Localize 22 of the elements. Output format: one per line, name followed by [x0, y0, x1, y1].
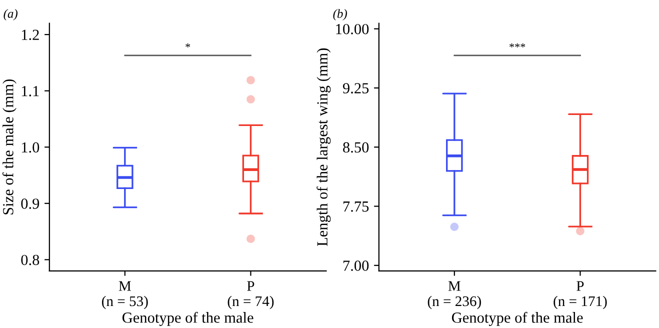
annotation: ***	[510, 43, 526, 48]
annotation: *	[186, 43, 190, 48]
y-tick-label: 8.50	[343, 142, 369, 153]
x-tick-label: M (n = 236)	[428, 281, 481, 310]
x-tick-label: P (n = 74)	[228, 281, 274, 310]
y-axis-title: Size of the male (mm)	[2, 79, 16, 214]
y-tick-label: 1.0	[22, 142, 40, 153]
y-tick-label: 1.1	[22, 86, 39, 96]
chart-title: (a)	[4, 9, 18, 20]
x-tick-label: M (n = 53)	[102, 281, 148, 310]
x-tick-label: P (n = 171)	[554, 281, 607, 310]
y-tick-label: 9.25	[342, 83, 369, 94]
y-tick-label: 0.8	[21, 254, 40, 266]
y-tick-label: 7.00	[343, 260, 369, 271]
y-tick-label: 0.9	[21, 198, 40, 209]
y-tick-label: 10.00	[336, 24, 369, 34]
x-axis-title: Genotype of the male	[122, 312, 254, 326]
x-axis-title: Genotype of the male	[452, 312, 583, 326]
y-tick-label: 7.75	[343, 202, 369, 212]
y-axis-title: Length of the largest wing (mm)	[316, 48, 331, 246]
chart-title: (b)	[333, 9, 347, 20]
y-tick-label: 1.2	[22, 30, 39, 40]
